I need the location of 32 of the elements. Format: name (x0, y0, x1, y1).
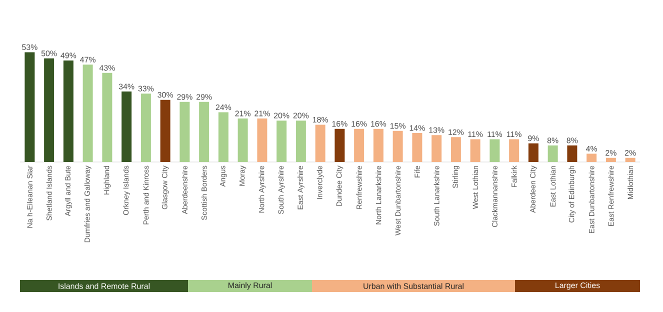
bar (490, 139, 500, 162)
bar (586, 154, 597, 162)
bar (276, 120, 287, 162)
bar (82, 64, 93, 162)
bar (392, 130, 403, 162)
bar (412, 132, 422, 162)
bar (509, 139, 520, 162)
bar (140, 94, 151, 162)
bar (102, 72, 112, 162)
bar (373, 128, 384, 162)
bar (567, 145, 578, 162)
bar (160, 100, 170, 162)
bar (44, 58, 54, 162)
bar (218, 112, 228, 162)
bar (606, 158, 616, 162)
bar (122, 92, 132, 162)
bar (450, 137, 461, 162)
bar (63, 60, 74, 162)
bar (334, 128, 345, 162)
bar (180, 102, 190, 162)
bar (257, 118, 268, 162)
bar (199, 102, 210, 162)
bar (548, 145, 558, 162)
bar (470, 139, 480, 162)
bar (625, 158, 636, 162)
bar (432, 135, 442, 162)
bar (24, 52, 35, 162)
bar (354, 128, 364, 162)
bar (528, 143, 538, 162)
bar (238, 118, 248, 162)
bar (296, 120, 306, 162)
bar (315, 124, 326, 162)
